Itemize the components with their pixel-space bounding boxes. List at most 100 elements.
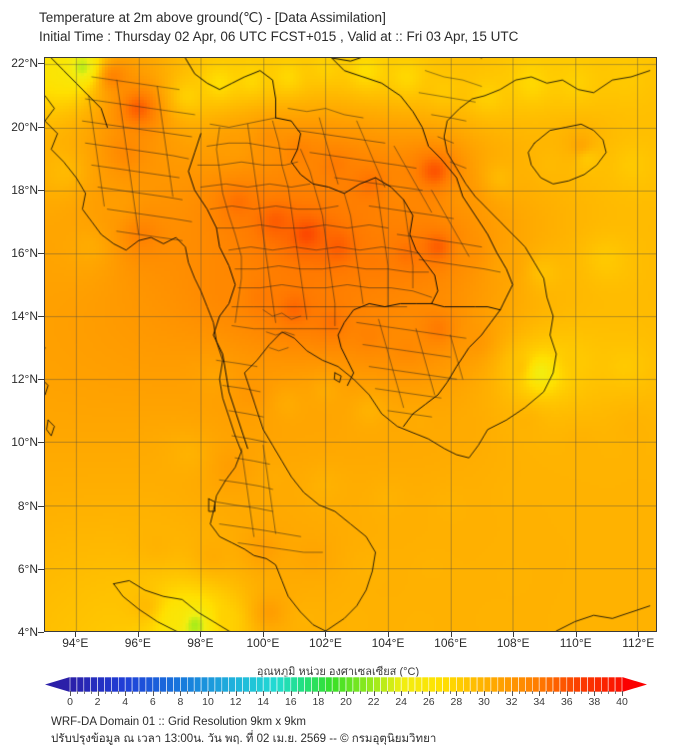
colorbar-minor-tick (608, 691, 610, 694)
colorbar-minor-tick (477, 691, 479, 694)
xtick-label: 96°E (124, 636, 151, 650)
ytick-label: 8°N (17, 498, 38, 513)
colorbar-minor-tick (132, 691, 134, 694)
colorbar-minor-tick (249, 691, 251, 694)
ytick-mark (38, 568, 44, 570)
xtick-label: 104°E (371, 636, 405, 650)
colorbar-tick-mark (263, 691, 265, 696)
colorbar-minor-tick (277, 691, 278, 694)
colorbar-tick-label: 22 (367, 696, 380, 708)
colorbar-minor-tick (532, 691, 534, 694)
ytick-mark (38, 316, 44, 318)
colorbar-minor-tick (615, 691, 617, 694)
colorbar-minor-tick (332, 691, 334, 694)
colorbar-tick-mark (456, 691, 458, 696)
colorbar-minor-tick (463, 691, 465, 694)
colorbar-tick-mark (70, 691, 71, 696)
colorbar-tick-mark (152, 691, 154, 696)
colorbar-minor-tick (325, 691, 327, 694)
ytick-mark (38, 63, 44, 65)
colorbar-minor-tick (194, 691, 196, 694)
colorbar-minor-tick (90, 691, 92, 694)
ytick-label: 14°N (11, 309, 38, 324)
ytick-label: 22°N (11, 56, 38, 71)
xtick-mark (575, 632, 577, 637)
xtick-label: 106°E (434, 636, 467, 650)
colorbar-tick-label: 26 (422, 696, 435, 708)
ytick-mark (38, 189, 44, 191)
xtick-mark (638, 632, 640, 637)
colorbar-minor-tick (442, 691, 444, 694)
colorbar-label: อุณหภูมิ หน่วย องศาเซลเซียส (°C) (256, 666, 420, 678)
colorbar-minor-tick (145, 691, 147, 694)
colorbar-minor-tick (394, 691, 396, 694)
colorbar-tick-label: 0 (67, 696, 73, 708)
colorbar-minor-tick (497, 691, 499, 694)
colorbar-minor-tick (173, 691, 175, 694)
chart-subtitle: Initial Time : Thursday 02 Apr, 06 UTC F… (39, 29, 519, 44)
colorbar-minor-tick (525, 691, 527, 694)
colorbar-tick-label: 20 (340, 696, 352, 708)
colorbar-tick-mark (539, 691, 541, 696)
colorbar-tick-mark (97, 691, 99, 696)
colorbar-tick-mark (428, 691, 430, 696)
colorbar-minor-tick (366, 691, 368, 694)
colorbar-tick-label: 40 (616, 696, 628, 708)
colorbar-tick-label: 2 (94, 696, 101, 708)
colorbar-minor-tick (283, 691, 285, 694)
colorbar-minor-tick (435, 691, 437, 694)
colorbar-minor-tick (587, 691, 589, 694)
colorbar-tick-mark (484, 691, 485, 696)
colorbar-minor-tick (601, 691, 603, 694)
footer-model-info: WRF-DA Domain 01 :: Grid Resolution 9km … (51, 716, 306, 728)
colorbar-minor-tick (139, 691, 140, 694)
colorbar-gradient (45, 676, 647, 693)
colorbar-tick-label: 32 (505, 696, 518, 708)
colorbar-tick-label: 6 (149, 696, 156, 708)
colorbar-minor-tick (270, 691, 272, 694)
colorbar-minor-tick (187, 691, 189, 694)
colorbar-tick-label: 30 (478, 696, 490, 708)
page-title: Temperature at 2m above ground(℃) - [Dat… (39, 10, 386, 25)
colorbar-tick-mark (180, 691, 182, 696)
xtick-mark (137, 632, 139, 637)
colorbar-minor-tick (242, 691, 244, 694)
ytick-label: 10°N (11, 435, 38, 450)
colorbar-minor-tick (546, 691, 548, 694)
xtick-mark (75, 632, 77, 637)
colorbar-minor-tick (580, 691, 582, 694)
colorbar-minor-tick (352, 691, 354, 694)
colorbar-minor-tick (201, 691, 203, 694)
colorbar-minor-tick (449, 691, 451, 694)
xtick-label: 102°E (309, 636, 342, 650)
colorbar-tick-label: 38 (588, 696, 601, 708)
colorbar-minor-tick (221, 691, 223, 694)
xtick-mark (200, 632, 202, 637)
xtick-mark (513, 632, 515, 637)
xtick-label: 108°E (496, 636, 530, 650)
colorbar-tick-label: 18 (312, 696, 325, 708)
colorbar-minor-tick (214, 691, 216, 694)
map-plot-area[interactable] (44, 57, 657, 632)
xtick-mark (262, 632, 264, 637)
colorbar-tick-mark (125, 691, 127, 696)
colorbar-tick-mark (290, 691, 292, 696)
colorbar-tick-label: 8 (177, 696, 184, 708)
colorbar-minor-tick (421, 691, 423, 694)
colorbar-tick-label: 24 (395, 696, 408, 708)
colorbar-minor-tick (76, 691, 78, 694)
colorbar-minor-tick (159, 691, 161, 694)
ytick-mark (38, 379, 44, 381)
xtick-label: 110°E (559, 636, 592, 650)
ytick-label: 16°N (11, 245, 38, 260)
xtick-mark (450, 632, 452, 637)
colorbar-tick-mark (511, 691, 513, 696)
colorbar-minor-tick (559, 691, 561, 694)
ytick-label: 20°N (11, 119, 38, 134)
ytick-mark (38, 505, 44, 507)
colorbar-tick-label: 4 (122, 696, 129, 708)
colorbar-minor-tick (83, 691, 85, 694)
colorbar-minor-tick (518, 691, 520, 694)
xtick-label: 98°E (187, 636, 214, 650)
